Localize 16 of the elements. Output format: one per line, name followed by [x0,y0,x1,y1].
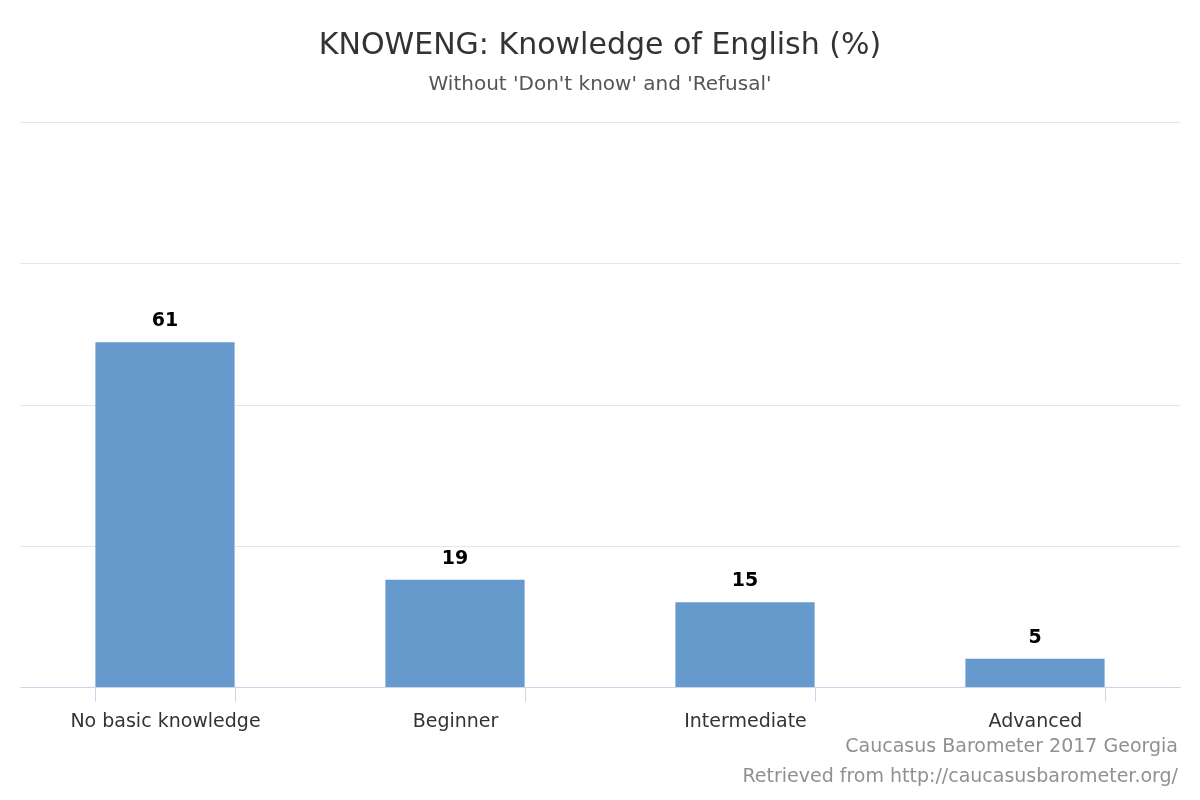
chart-subtitle: Without 'Don't know' and 'Refusal' [428,71,772,95]
data-label: 15 [731,568,759,591]
bar [385,579,525,687]
x-tick-label: Beginner [412,708,499,731]
data-label: 5 [1028,624,1042,647]
data-label: 61 [151,308,179,331]
chart-title: KNOWENG: Knowledge of English (%) [318,26,882,61]
bar [675,602,815,687]
bar [95,342,235,687]
text: Retrieved from http://caucasusbarometer.org/ [742,763,1178,788]
bar [965,658,1105,687]
text: Caucasus Barometer 2017 Georgia [844,733,1178,758]
x-tick-label: Intermediate [684,708,807,731]
data-label: 19 [441,545,469,568]
x-tick-label: Advanced [988,708,1083,731]
x-tick-label: No basic knowledge [70,708,261,731]
